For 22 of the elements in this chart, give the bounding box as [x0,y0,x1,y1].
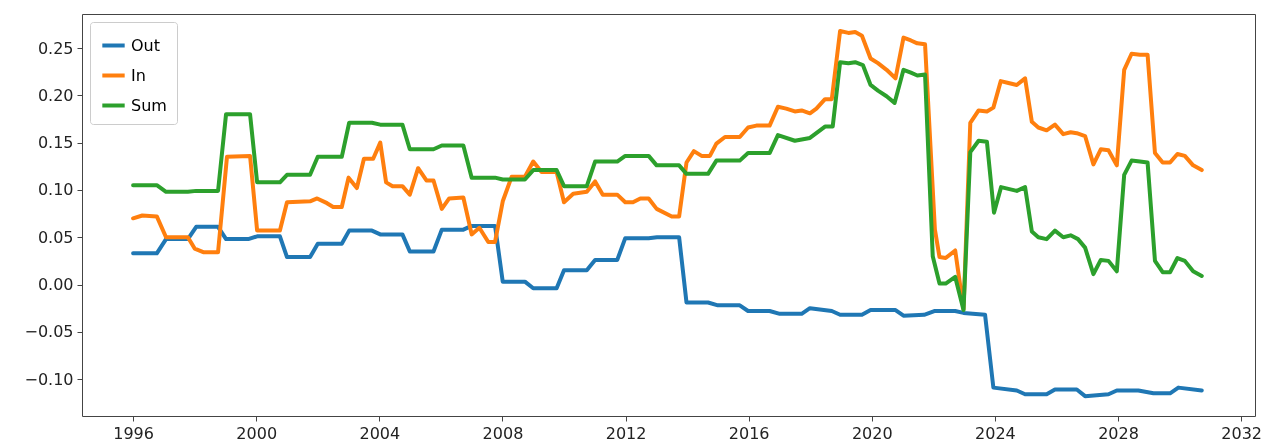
x-tick-label: 2024 [975,423,1016,441]
y-tick-label: 0.05 [37,227,74,247]
y-tick-label: −0.05 [24,322,74,342]
y-tick-label: 0.20 [37,85,74,105]
y-tick-label: 0.10 [37,180,74,200]
y-tick-label: 0.00 [37,275,74,295]
x-tick-label: 2000 [236,423,278,441]
x-tick-label: 2016 [728,423,770,441]
x-tick-label: 2012 [605,423,647,441]
x-tick-label: 2020 [851,423,893,441]
y-tick-label: −0.10 [24,369,74,389]
y-tick-label: 0.15 [37,133,74,153]
legend-label: In [131,65,146,85]
x-tick-label: 2004 [359,423,401,441]
line-series [131,223,1204,399]
y-tick-label: 0.25 [37,38,74,58]
legend-label: Out [131,35,161,55]
legend-label: Sum [131,95,167,115]
x-tick-label: 2008 [482,423,524,441]
x-tick-label: 2028 [1098,423,1139,441]
x-tick-label: 1996 [113,423,154,441]
x-tick-label: 2032 [1221,423,1263,441]
